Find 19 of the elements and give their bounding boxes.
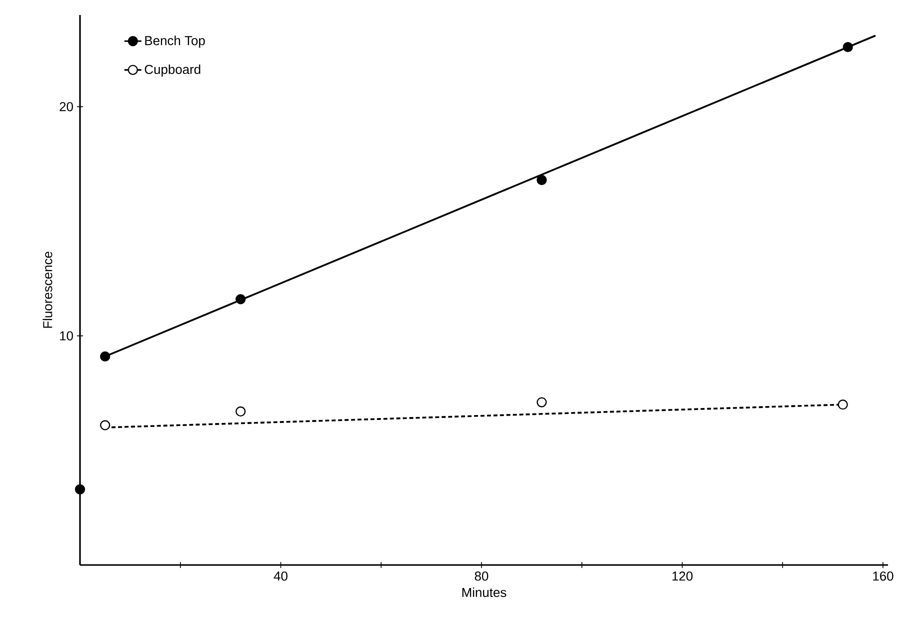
y-tick-label: 20	[60, 102, 73, 112]
x-axis-title: Minutes	[462, 588, 506, 598]
point	[100, 351, 110, 362]
point	[236, 294, 246, 304]
x-tick-label: 80	[474, 572, 488, 581]
legend-label: Cupboard	[144, 64, 200, 77]
point	[536, 174, 547, 186]
point	[536, 397, 547, 408]
point	[838, 400, 848, 410]
x-tick-label: 160	[873, 572, 894, 581]
y-axis-title: Fluorescence	[42, 252, 52, 328]
x-tick-label: 40	[274, 572, 288, 581]
x-tick-label: 120	[672, 572, 693, 581]
point	[74, 484, 86, 494]
legend-label: Bench Top	[145, 36, 205, 48]
point	[100, 420, 110, 430]
y-tick-label: 10	[60, 331, 73, 340]
point	[236, 406, 246, 417]
point	[842, 42, 853, 52]
